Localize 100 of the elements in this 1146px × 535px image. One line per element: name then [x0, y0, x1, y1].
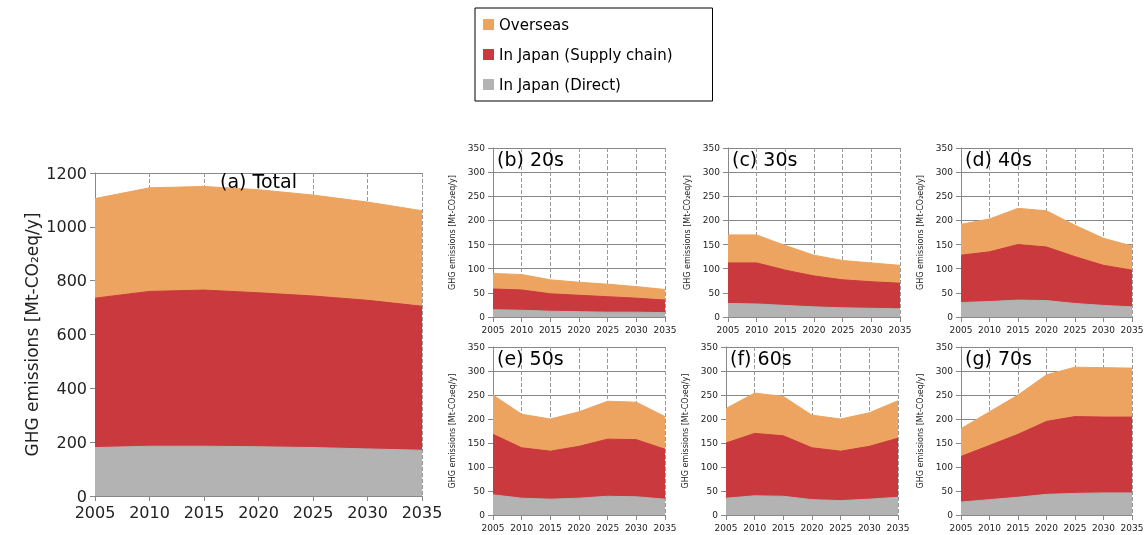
y-tick-label: 150 [935, 239, 954, 250]
legend-label: Overseas [499, 15, 570, 34]
y-tick-label: 150 [467, 438, 486, 448]
y-tick-label: 300 [700, 366, 719, 376]
y-tick-label: 0 [712, 510, 719, 520]
x-tick-label: 2035 [1120, 324, 1144, 335]
y-tick-label: 100 [935, 462, 954, 472]
x-tick-label: 2005 [949, 324, 973, 335]
x-tick-label: 2020 [1035, 324, 1059, 335]
y-tick-label: 250 [935, 390, 954, 400]
x-tick-label: 2020 [567, 522, 591, 533]
y-tick-label: 250 [467, 191, 486, 202]
x-tick-label: 2010 [510, 324, 534, 335]
x-tick-label: 2005 [716, 324, 740, 335]
y-tick-label: 200 [935, 215, 954, 226]
y-tick-label: 200 [467, 215, 486, 226]
y-tick-label: 200 [702, 215, 721, 226]
y-tick-label: 800 [56, 271, 87, 291]
y-tick-label: 350 [935, 143, 954, 153]
y-axis-title: GHG emissions [Mt-CO₂eq/y] [448, 175, 458, 290]
y-axis-title: GHG emissions [Mt-CO₂eq/y] [21, 212, 42, 457]
y-tick-label: 300 [467, 167, 486, 178]
y-tick-label: 50 [941, 287, 954, 298]
legend-label: In Japan (Supply chain) [499, 45, 673, 64]
x-tick-label: 2015 [771, 522, 795, 533]
x-tick-label: 2015 [773, 324, 797, 335]
y-tick-label: 50 [473, 486, 486, 496]
x-tick-label: 2030 [624, 324, 649, 335]
y-axis-title: GHG emissions [Mt-CO₂eq/y] [916, 373, 926, 489]
chart-title: (c) 30s [732, 147, 798, 170]
x-tick-label: 2010 [510, 522, 534, 533]
y-tick-label: 50 [941, 486, 954, 496]
y-tick-label: 400 [56, 378, 87, 398]
x-tick-label: 2025 [1063, 522, 1087, 533]
y-tick-label: 0 [479, 510, 486, 520]
x-tick-label: 2025 [596, 324, 620, 335]
x-tick-label: 2005 [481, 324, 505, 335]
y-tick-label: 100 [467, 263, 486, 274]
x-tick-label: 2010 [743, 522, 767, 533]
y-tick-label: 50 [708, 287, 721, 298]
y-tick-label: 100 [700, 462, 719, 472]
x-tick-label: 2010 [978, 522, 1002, 533]
y-tick-label: 0 [947, 312, 954, 322]
y-tick-label: 350 [467, 143, 486, 153]
x-tick-label: 2010 [745, 324, 769, 335]
y-tick-label: 200 [700, 414, 719, 424]
x-tick-label: 2035 [653, 522, 677, 533]
y-tick-label: 350 [702, 143, 721, 153]
y-tick-label: 0 [479, 312, 486, 322]
y-tick-label: 50 [473, 287, 486, 298]
x-tick-label: 2025 [596, 522, 620, 533]
y-tick-label: 1200 [46, 163, 87, 183]
y-tick-label: 1000 [46, 217, 87, 237]
y-tick-label: 250 [935, 191, 954, 202]
x-tick-label: 2035 [886, 522, 910, 533]
y-axis-title: GHG emissions [Mt-CO₂eq/y] [916, 175, 926, 290]
x-tick-label: 2030 [1092, 522, 1116, 533]
chart-title: (b) 20s [497, 147, 565, 170]
x-tick-label: 2025 [831, 324, 855, 335]
y-tick-label: 200 [935, 414, 954, 424]
x-tick-label: 2025 [1063, 324, 1087, 335]
x-tick-label: 2035 [401, 502, 443, 522]
y-tick-label: 300 [935, 366, 954, 376]
y-tick-label: 150 [467, 239, 486, 250]
chart-title: (g) 70s [965, 346, 1033, 369]
chart-title: (d) 40s [965, 147, 1033, 170]
y-tick-label: 250 [467, 390, 486, 400]
y-tick-label: 200 [467, 414, 486, 424]
x-tick-label: 2005 [949, 522, 973, 533]
x-tick-label: 2030 [1092, 324, 1116, 335]
y-axis-title: GHG emissions [Mt-CO₂eq/y] [448, 373, 458, 489]
x-tick-label: 2015 [1006, 324, 1030, 335]
x-tick-label: 2005 [481, 522, 505, 533]
chart-title: (f) 60s [730, 346, 792, 369]
y-tick-label: 600 [56, 325, 87, 344]
y-tick-label: 300 [935, 167, 954, 178]
x-tick-label: 2020 [1035, 522, 1059, 533]
x-tick-label: 2015 [1006, 522, 1030, 533]
x-tick-label: 2010 [129, 502, 170, 522]
x-tick-label: 2015 [538, 324, 562, 335]
y-tick-label: 100 [467, 462, 486, 472]
y-tick-label: 150 [935, 438, 954, 448]
x-tick-label: 2025 [829, 522, 853, 533]
x-tick-label: 2015 [538, 522, 562, 533]
chart-title: (a) Total [220, 169, 297, 192]
x-tick-label: 2010 [978, 324, 1002, 335]
y-tick-label: 250 [700, 390, 719, 400]
legend-label: In Japan (Direct) [499, 75, 621, 94]
y-tick-label: 350 [467, 342, 486, 352]
y-tick-label: 150 [702, 239, 721, 250]
x-tick-label: 2035 [653, 324, 677, 335]
x-tick-label: 2015 [183, 502, 225, 522]
y-tick-label: 200 [56, 432, 87, 452]
x-tick-label: 2020 [567, 324, 591, 335]
y-tick-label: 350 [935, 342, 954, 352]
y-tick-label: 50 [706, 486, 719, 496]
y-tick-label: 350 [700, 342, 719, 352]
y-axis-title: GHG emissions [Mt-CO₂eq/y] [683, 175, 693, 290]
y-tick-label: 150 [700, 438, 719, 448]
x-tick-label: 2030 [857, 522, 882, 533]
